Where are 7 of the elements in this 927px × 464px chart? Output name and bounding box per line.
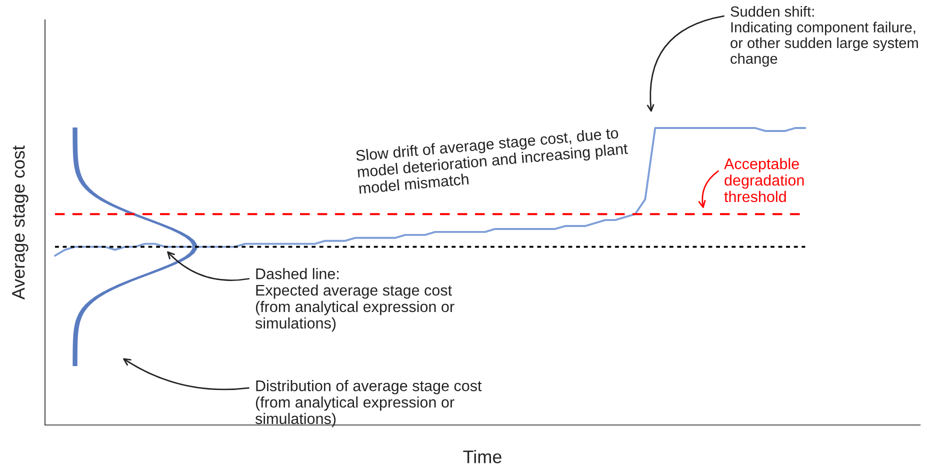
y-axis-title: Average stage cost <box>12 146 28 300</box>
x-axis-title: Time <box>463 450 502 464</box>
text: Sudden shift: Indicating component failure, or other sudden large system change <box>730 6 918 67</box>
legend-label: Acceptable degradation threshold <box>724 158 804 202</box>
annotation: Slow drift of average stage cost, due to model deterioration and increasing plant model mismatch <box>356 127 628 194</box>
annotation: Distribution of average stage cost (from analytical expression or simulations) <box>255 380 482 428</box>
annotation: Dashed line: Expected average stage cost (from analytical expression or simulations) <box>255 268 454 332</box>
